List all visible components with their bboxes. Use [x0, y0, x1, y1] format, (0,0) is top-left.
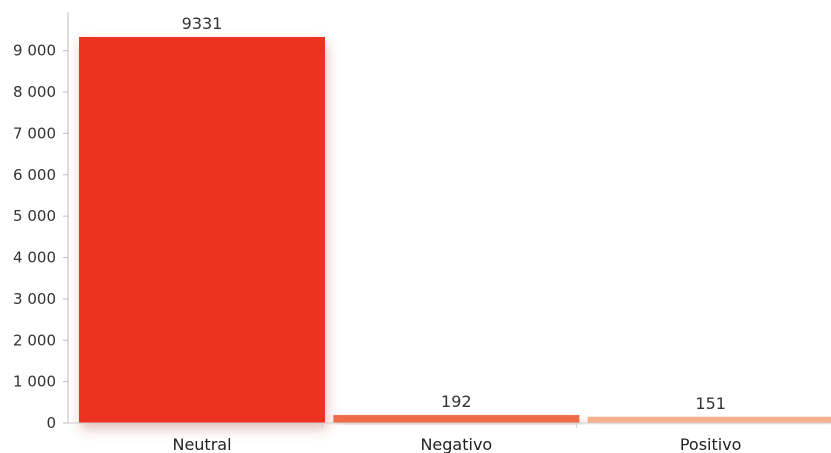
y-axis: 0 1 000 2 000 3 000 4 000 5 000 6 000 7 000 8 00… — [13, 12, 68, 432]
y-tick-label: 9 000 — [13, 42, 56, 60]
x-tick-label-positivo: Positivo — [680, 435, 742, 453]
bar-negativo[interactable] — [333, 415, 579, 423]
y-tick-label: 4 000 — [13, 249, 56, 267]
y-tick-label: 1 000 — [13, 373, 56, 391]
y-tick-label: 5 000 — [13, 207, 56, 225]
data-label-negativo: 192 — [441, 392, 472, 411]
x-axis: Neutral Negativo Positivo — [68, 423, 831, 453]
y-tick-label: 2 000 — [13, 331, 56, 349]
x-tick-label-negativo: Negativo — [420, 435, 492, 453]
y-tick-label: 6 000 — [13, 166, 56, 184]
y-tick-label: 7 000 — [13, 124, 56, 142]
data-label-positivo: 151 — [695, 394, 726, 413]
bar-positivo[interactable] — [588, 417, 831, 423]
bar-neutral[interactable] — [79, 37, 325, 423]
bars: 9331 192 151 — [79, 14, 831, 423]
y-tick-label: 0 — [46, 414, 56, 432]
y-tick-label: 8 000 — [13, 83, 56, 101]
y-tick-label: 3 000 — [13, 290, 56, 308]
x-tick-label-neutral: Neutral — [172, 435, 231, 453]
data-label-neutral: 9331 — [182, 14, 223, 33]
